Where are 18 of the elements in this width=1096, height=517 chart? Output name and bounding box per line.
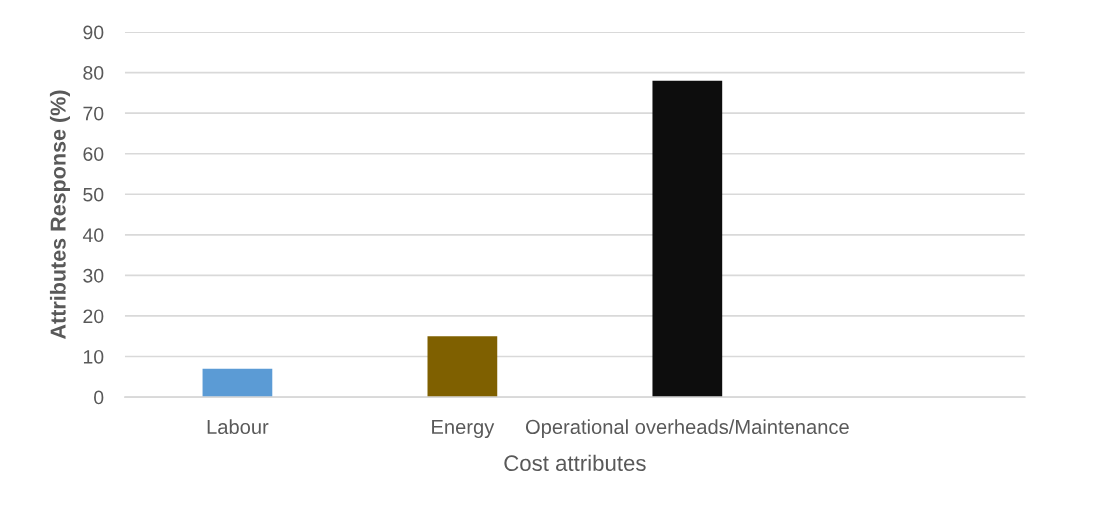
y-tick-label: 50 xyxy=(83,187,104,202)
x-tick-label: Labour xyxy=(207,419,269,435)
y-tick-label: 0 xyxy=(94,390,104,405)
bar xyxy=(427,336,498,398)
y-tick-label: 10 xyxy=(83,349,104,364)
bar xyxy=(202,368,273,398)
x-axis-title: Cost attributes xyxy=(504,454,646,472)
y-tick-label: 90 xyxy=(83,25,104,40)
x-tick-label: Operational overheads/Maintenance xyxy=(525,419,849,439)
y-tick-label: 20 xyxy=(83,309,104,324)
bar xyxy=(652,80,723,398)
y-tick-label: 60 xyxy=(83,147,104,161)
x-tick-label: Energy xyxy=(432,420,495,439)
y-axis-title: Attributes Response (%) xyxy=(49,90,70,340)
y-tick-label: 30 xyxy=(83,268,104,283)
y-tick-label: 80 xyxy=(83,66,104,80)
y-tick-label: 70 xyxy=(83,106,104,121)
y-tick-label: 40 xyxy=(82,228,104,243)
